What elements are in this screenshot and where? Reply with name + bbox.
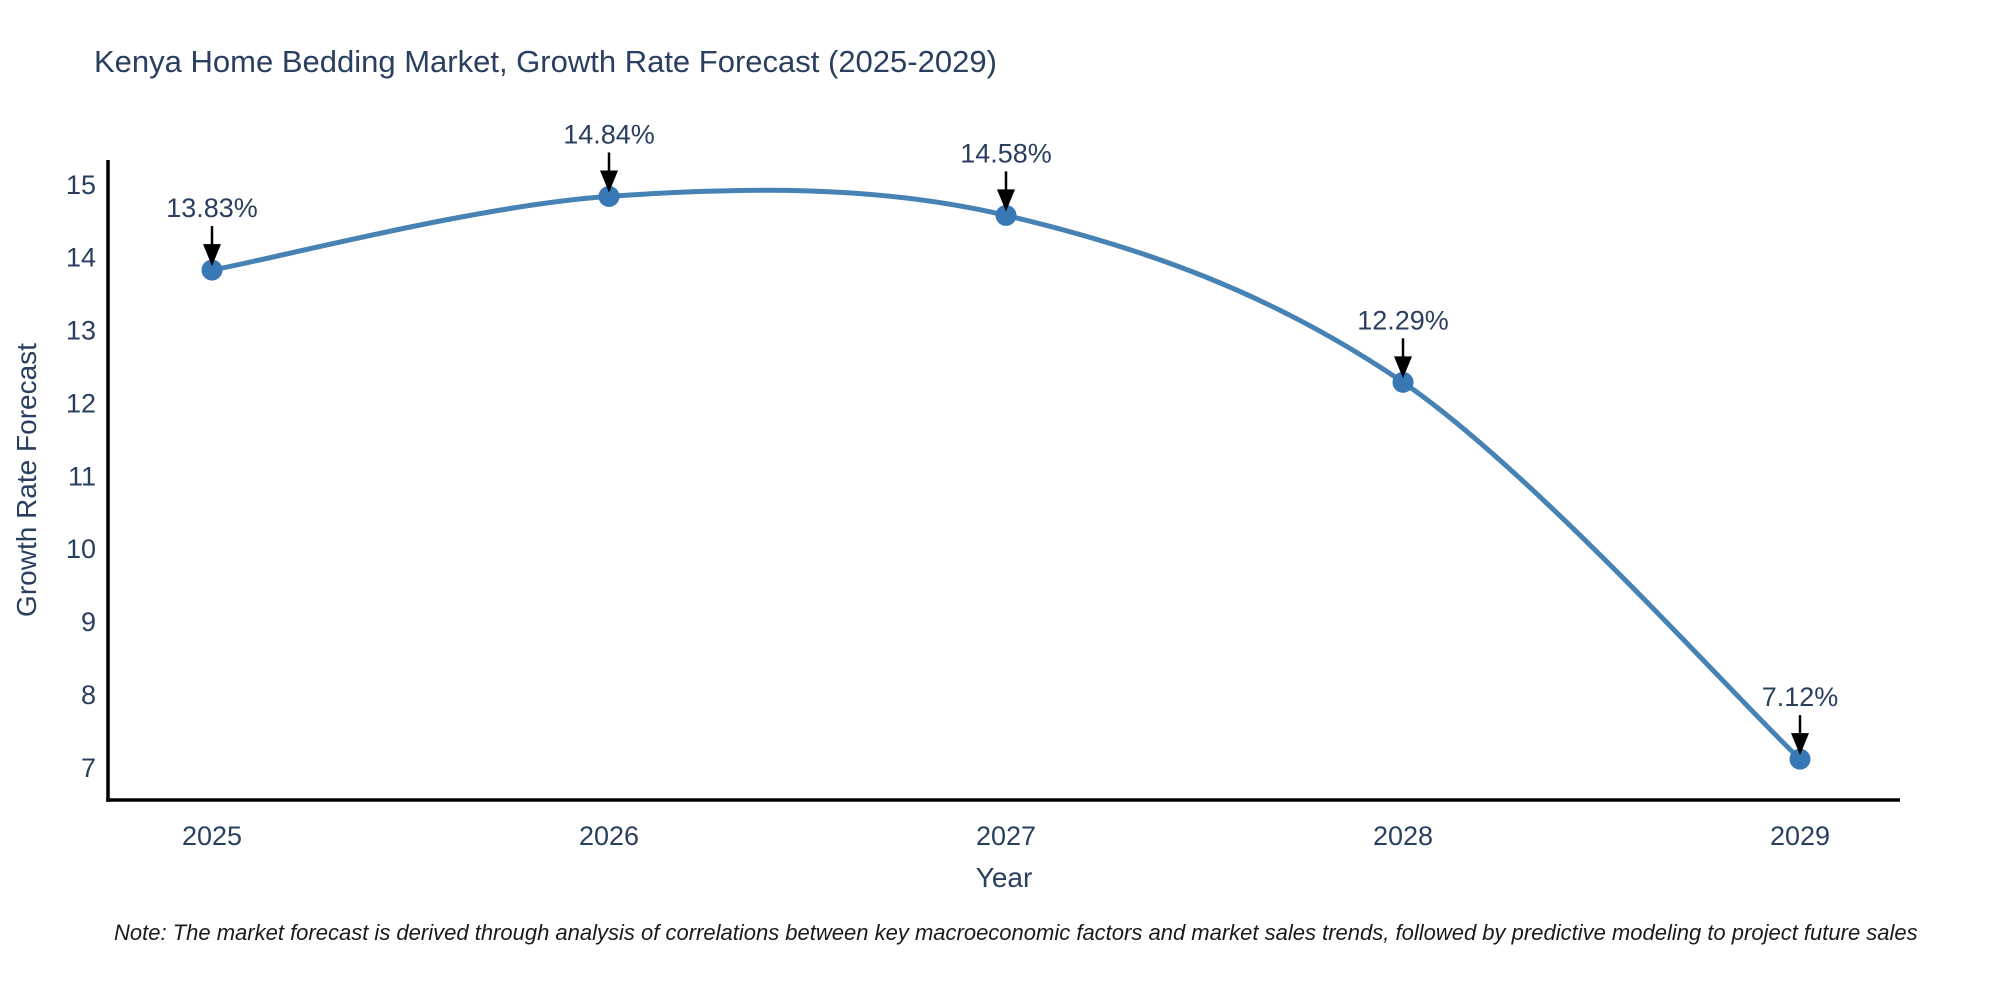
y-tick-label: 14 — [66, 243, 96, 273]
y-tick-label: 11 — [68, 461, 96, 491]
annotation-arrowhead-icon — [1394, 356, 1412, 379]
annotation-arrowhead-icon — [997, 189, 1015, 212]
x-tick-label: 2029 — [1770, 821, 1830, 851]
data-point-marker[interactable] — [201, 259, 223, 281]
point-annotation-label: 14.84% — [563, 119, 655, 149]
y-tick-label: 7 — [81, 753, 96, 783]
point-annotation-label: 14.58% — [960, 138, 1052, 168]
data-point-marker[interactable] — [1789, 748, 1811, 770]
x-tick-label: 2028 — [1373, 821, 1433, 851]
trend-line — [209, 187, 1803, 762]
footnote: Note: The market forecast is derived thr… — [114, 920, 1918, 945]
x-tick-label: 2027 — [976, 821, 1036, 851]
y-tick-label: 13 — [66, 316, 96, 346]
y-tick-label: 9 — [81, 607, 96, 637]
data-point-marker[interactable] — [1392, 371, 1414, 393]
x-tick-label: 2025 — [182, 821, 242, 851]
y-tick-label: 12 — [66, 388, 96, 418]
annotation-arrowhead-icon — [600, 170, 618, 193]
x-tick-label: 2026 — [579, 821, 639, 851]
data-point-marker[interactable] — [598, 185, 620, 207]
y-tick-label: 15 — [66, 170, 96, 200]
y-axis-title: Growth Rate Forecast — [11, 343, 42, 617]
chart-title: Kenya Home Bedding Market, Growth Rate F… — [94, 44, 997, 79]
x-axis-title: Year — [975, 862, 1033, 893]
annotation-arrowhead-icon — [203, 244, 221, 267]
point-annotation-label: 13.83% — [166, 193, 258, 223]
y-tick-label: 8 — [81, 680, 96, 710]
point-annotation-label: 12.29% — [1357, 305, 1449, 335]
point-annotation-label: 7.12% — [1762, 682, 1839, 712]
data-point-marker[interactable] — [995, 204, 1017, 226]
y-tick-label: 10 — [66, 534, 96, 564]
annotation-arrowhead-icon — [1791, 733, 1809, 756]
